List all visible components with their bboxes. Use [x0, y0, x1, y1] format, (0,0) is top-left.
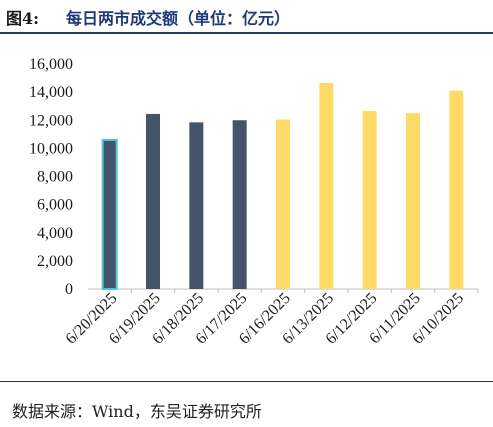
bar-chart: 0 2,000 4,000 6,000 8,000 10,000 12,000 14,000 1…	[29, 56, 479, 348]
figure-header: 图4: 每日两市成交额（单位：亿元）	[0, 0, 493, 34]
bar	[406, 113, 420, 289]
y-tick-label: 16,000	[29, 56, 73, 73]
y-tick-label: 4,000	[37, 225, 73, 242]
y-tick-label: 2,000	[37, 253, 73, 270]
footer-rule	[0, 381, 493, 382]
bar	[319, 82, 334, 289]
y-tick-label: 0	[65, 281, 73, 298]
source-note: 数据来源：Wind，东吴证券研究所	[12, 402, 262, 421]
bar	[189, 122, 204, 289]
y-tick-label: 10,000	[29, 140, 73, 157]
bar	[449, 90, 464, 289]
chart-title: 每日两市成交额（单位：亿元）	[66, 9, 291, 28]
bar	[146, 113, 160, 289]
y-tick-label: 14,000	[29, 84, 73, 101]
y-tick-label: 12,000	[29, 112, 73, 129]
y-tick-label: 6,000	[37, 197, 73, 214]
y-tick-label: 8,000	[37, 169, 73, 186]
bar	[232, 120, 247, 289]
bar	[362, 111, 377, 289]
header-rule	[0, 32, 493, 34]
bar	[101, 138, 118, 290]
figure-label: 图4:	[6, 9, 40, 28]
bar	[276, 119, 290, 289]
